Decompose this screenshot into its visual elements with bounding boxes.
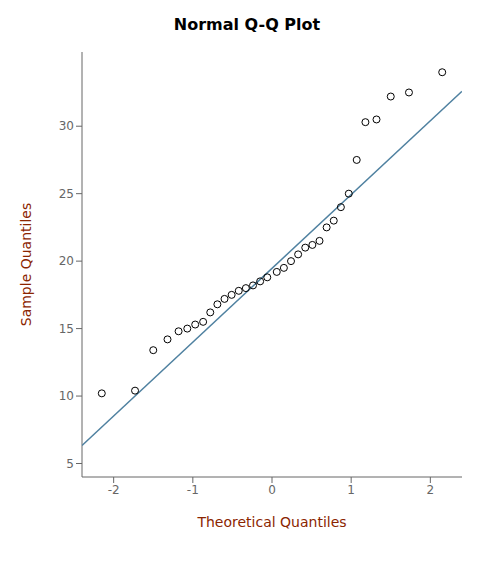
svg-text:30: 30 [59, 119, 74, 133]
svg-text:10: 10 [59, 389, 74, 403]
svg-text:20: 20 [59, 254, 74, 268]
svg-text:15: 15 [59, 322, 74, 336]
svg-text:Theoretical Quantiles: Theoretical Quantiles [196, 514, 346, 530]
svg-text:2: 2 [427, 483, 435, 497]
svg-text:0: 0 [268, 483, 276, 497]
svg-text:Sample Quantiles: Sample Quantiles [18, 203, 34, 326]
html-text:Normal Q-Q Plot: Normal Q-Q Plot [173, 15, 321, 34]
svg-text:-1: -1 [187, 483, 199, 497]
svg-text:5: 5 [66, 457, 74, 471]
svg-text:25: 25 [59, 187, 74, 201]
svg-text:1: 1 [347, 483, 355, 497]
svg-text:-2: -2 [108, 483, 120, 497]
